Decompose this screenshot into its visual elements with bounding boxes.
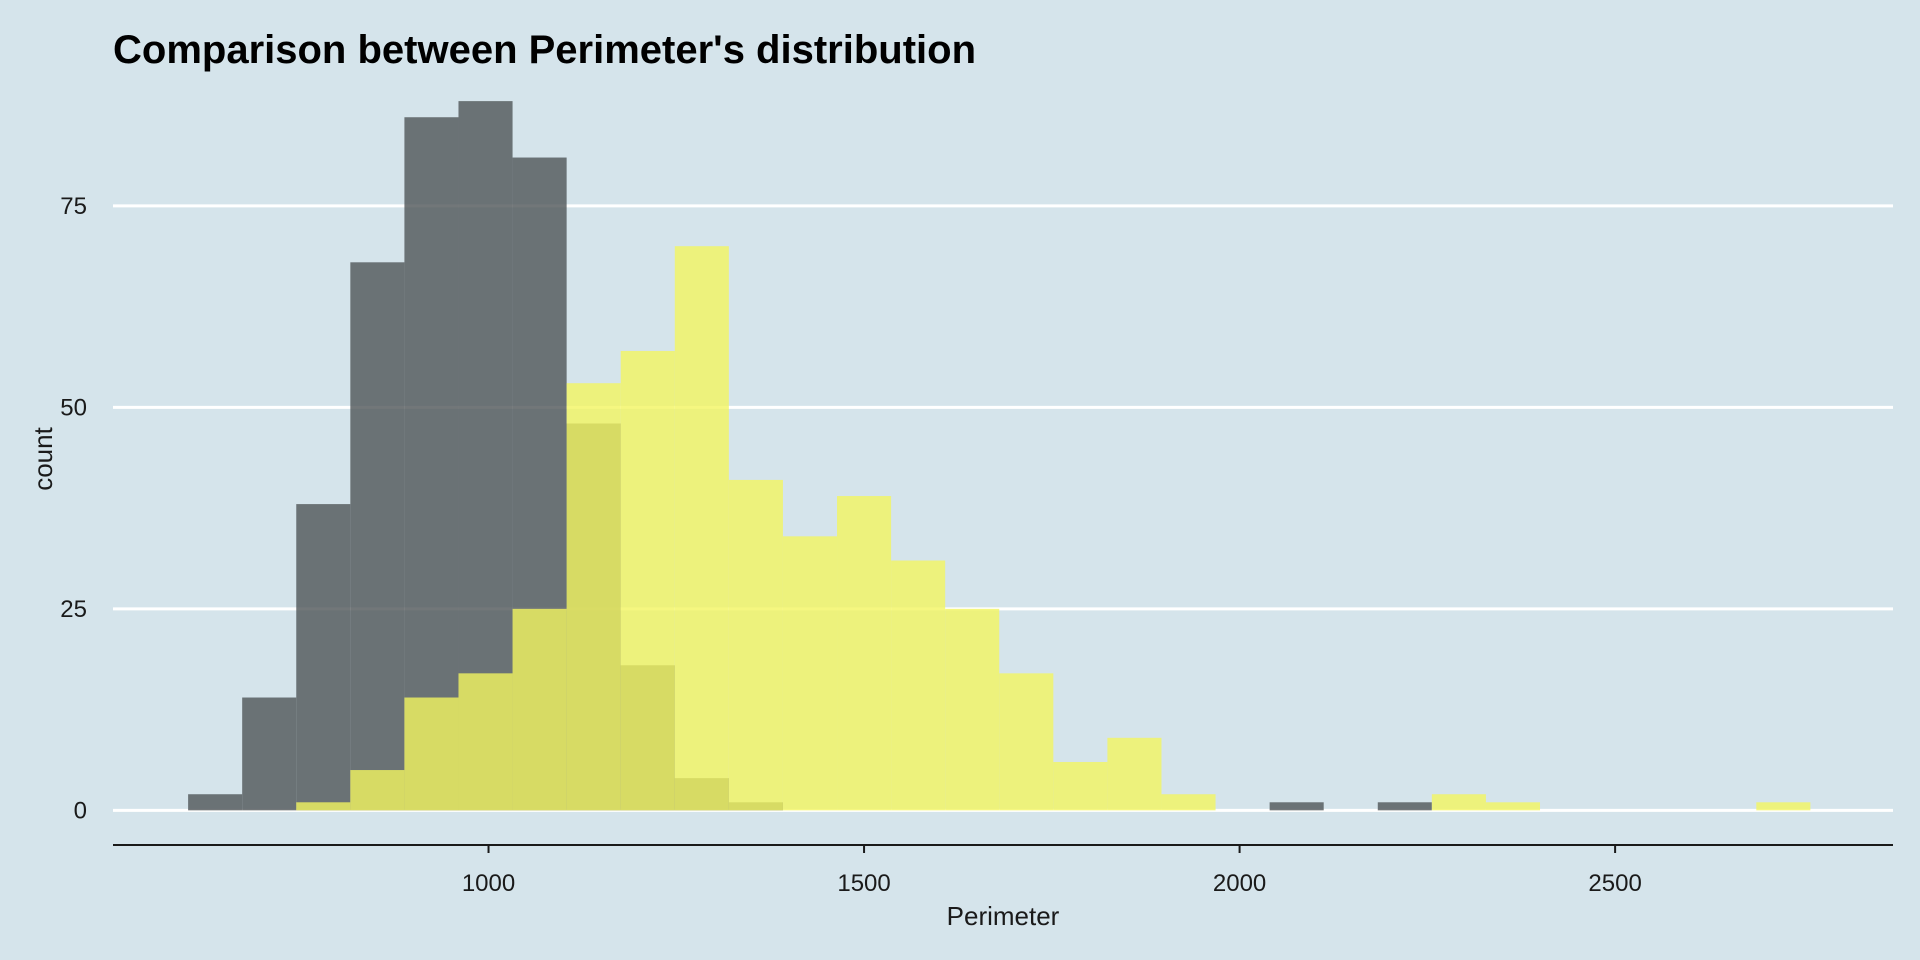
bar-series-1-bin-4 [350, 262, 405, 811]
bar-series-1-bin-5 [404, 117, 459, 811]
bar-series-2-bin-15 [1053, 761, 1108, 811]
bar-series-1-bin-1 [188, 794, 243, 811]
x-tick-label-2000: 2000 [1213, 870, 1266, 897]
bar-series-2-bin-4 [458, 673, 513, 811]
y-tick-labels: 0 25 50 75 [60, 193, 87, 824]
bar-series-2-bin-10 [782, 536, 838, 811]
y-tick-label-75: 75 [60, 193, 87, 220]
bar-series-1-bin-12 [1269, 802, 1324, 811]
bar-series-1-bin-13 [1377, 802, 1432, 811]
bar-series-2-bin-19 [1485, 802, 1541, 811]
y-tick-label-25: 25 [60, 596, 87, 623]
x-tick-label-2500: 2500 [1588, 870, 1641, 897]
bar-series-2-bin-17 [1161, 794, 1216, 811]
bar-series-2-bin-16 [1107, 737, 1162, 811]
bar-series-2-bin-6 [566, 383, 621, 811]
bar-series-2-bin-1 [296, 802, 351, 811]
bar-series-2-bin-14 [999, 673, 1054, 811]
bars [188, 101, 1811, 811]
bar-series-2-bin-18 [1431, 794, 1486, 811]
y-tick-label-0: 0 [74, 797, 87, 824]
x-tick-label-1000: 1000 [462, 870, 515, 897]
y-axis-title: count [28, 426, 58, 490]
bar-series-2-bin-11 [837, 496, 892, 811]
x-tick-labels: 1000 1500 2000 2500 [462, 845, 1642, 897]
bar-series-2-bin-13 [945, 608, 1000, 811]
bar-series-2-bin-8 [674, 246, 729, 811]
x-axis-title: Perimeter [947, 901, 1060, 931]
bar-series-2-bin-9 [728, 479, 783, 811]
bar-series-2-bin-20 [1756, 802, 1811, 811]
y-tick-label-50: 50 [60, 394, 87, 421]
bar-series-1-bin-2 [242, 697, 297, 811]
bar-series-2-bin-5 [512, 608, 567, 811]
bar-series-2-bin-7 [620, 350, 675, 811]
bar-series-2-bin-3 [404, 697, 459, 811]
bar-series-1-bin-3 [296, 504, 351, 811]
bar-series-2-bin-2 [350, 770, 405, 811]
chart-title: Comparison between Perimeter's distribut… [113, 28, 977, 72]
x-tick-label-1500: 1500 [837, 870, 890, 897]
bar-series-2-bin-12 [891, 560, 946, 811]
